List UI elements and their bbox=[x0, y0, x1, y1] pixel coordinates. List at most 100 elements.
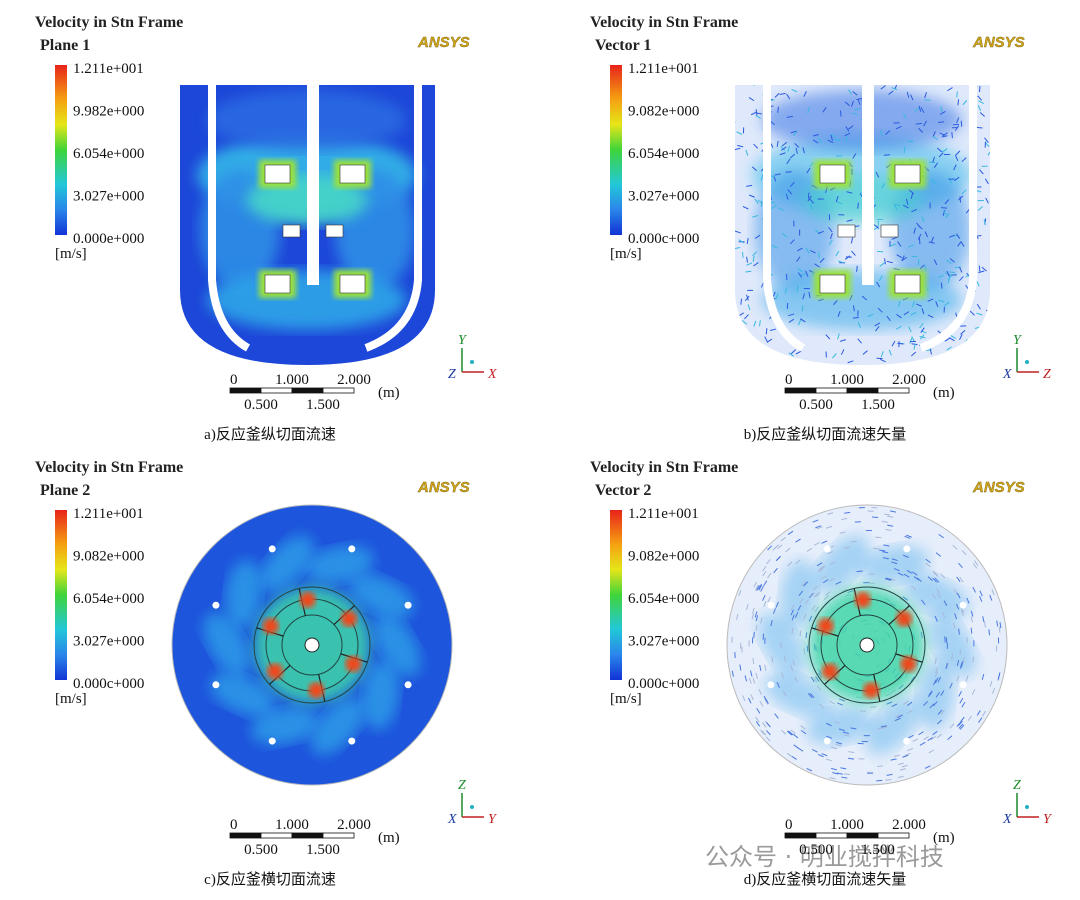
vector-arrow bbox=[764, 336, 768, 343]
vector-arrow bbox=[956, 660, 960, 667]
vector-arrow bbox=[775, 293, 779, 300]
triad-dot bbox=[470, 805, 474, 809]
vector-arrow bbox=[896, 254, 903, 259]
contour-plot bbox=[726, 504, 1008, 786]
baffle-hole bbox=[903, 545, 911, 553]
vector-arrow bbox=[852, 316, 859, 319]
vector-arrow bbox=[812, 139, 819, 144]
impeller-blade bbox=[282, 224, 301, 238]
vector-arrow bbox=[752, 255, 755, 262]
vector-arrow bbox=[748, 697, 752, 704]
flow-region bbox=[304, 545, 374, 584]
panel-title: Velocity in Stn Frame bbox=[35, 459, 183, 476]
vector-arrow bbox=[738, 239, 745, 244]
vector-arrow bbox=[870, 706, 877, 708]
colorbar-label: 9.082e+000 bbox=[628, 549, 699, 565]
vector-arrow bbox=[740, 298, 743, 305]
vector-arrow bbox=[903, 113, 907, 120]
vector-arrow bbox=[739, 664, 742, 671]
vector-arrow bbox=[959, 662, 963, 669]
vector-arrow bbox=[751, 166, 758, 172]
vector-arrow bbox=[755, 721, 761, 727]
scale-segment bbox=[784, 832, 817, 839]
vector-arrow bbox=[902, 754, 909, 758]
vector-arrow bbox=[738, 590, 742, 597]
vector-arrow bbox=[944, 199, 950, 205]
vector-arrow bbox=[942, 611, 946, 618]
vector-arrow bbox=[877, 727, 884, 730]
vector-arrow bbox=[844, 132, 851, 137]
vector-arrow bbox=[735, 342, 736, 349]
vector-arrow bbox=[784, 656, 787, 663]
vector-arrow bbox=[744, 675, 748, 682]
vector-arrow bbox=[753, 320, 757, 327]
vector-arrow bbox=[969, 310, 975, 316]
vector-arrow bbox=[790, 609, 794, 616]
flow-region bbox=[814, 535, 869, 593]
vector-arrow bbox=[976, 710, 981, 716]
vector-arrow bbox=[901, 764, 908, 768]
vector-arrow bbox=[766, 559, 771, 565]
vector-arrow bbox=[918, 105, 922, 112]
vector-arrow bbox=[891, 558, 898, 562]
vector-arrow bbox=[750, 111, 757, 116]
vector-arrow bbox=[940, 357, 945, 364]
vector-arrow bbox=[791, 627, 794, 634]
vector-arrow bbox=[902, 297, 909, 301]
vector-arrow bbox=[817, 137, 823, 144]
vector-arrow bbox=[907, 734, 914, 739]
vector-arrow bbox=[903, 700, 909, 705]
vector-arrow bbox=[791, 755, 797, 760]
vector-arrow bbox=[954, 613, 958, 620]
vector-arrow bbox=[787, 530, 794, 535]
vector-arrow bbox=[981, 710, 986, 717]
vector-arrow bbox=[977, 105, 982, 111]
vector-arrow bbox=[843, 546, 850, 549]
vector-arrow bbox=[936, 588, 941, 594]
vector-arrow bbox=[933, 571, 939, 577]
vector-arrow bbox=[929, 703, 935, 709]
vector-arrow bbox=[962, 656, 965, 663]
vector-arrow bbox=[949, 337, 955, 342]
vector-arrow bbox=[837, 310, 841, 317]
vector-arrow bbox=[981, 673, 985, 681]
vector-arrow bbox=[829, 233, 833, 240]
vector-arrow bbox=[983, 621, 986, 628]
impeller-blade bbox=[339, 274, 366, 294]
scale-unit: (m) bbox=[378, 385, 400, 401]
vector-arrow bbox=[897, 714, 904, 719]
vector-arrow bbox=[984, 178, 989, 185]
vector-arrow bbox=[771, 204, 777, 209]
vector-arrow bbox=[779, 92, 786, 95]
vector-arrow bbox=[744, 295, 750, 302]
scale-segment bbox=[260, 387, 293, 394]
vector-arrow bbox=[827, 512, 834, 515]
baffle bbox=[919, 85, 977, 352]
vector-arrow bbox=[788, 352, 795, 357]
vector-arrow bbox=[879, 549, 886, 552]
vector-arrow bbox=[977, 206, 983, 211]
vector-arrow bbox=[806, 767, 813, 772]
vector-arrow bbox=[996, 620, 999, 627]
vector-arrow bbox=[886, 773, 893, 776]
vector-arrow bbox=[762, 570, 767, 577]
vector-arrow bbox=[936, 733, 942, 739]
vector-arrow bbox=[838, 728, 845, 732]
vector-arrow bbox=[944, 301, 950, 307]
vector-arrow bbox=[746, 256, 749, 263]
vector-arrow bbox=[807, 107, 810, 114]
impeller-blade bbox=[339, 164, 366, 184]
vector-arrow bbox=[856, 570, 863, 573]
vector-arrow bbox=[852, 91, 858, 96]
disk-outline bbox=[726, 504, 1008, 786]
colorbar-label: 0.000c+000 bbox=[628, 231, 699, 247]
vector-arrow bbox=[790, 665, 794, 672]
vector-arrow bbox=[796, 256, 801, 262]
flow-region bbox=[210, 672, 276, 717]
vector-arrow bbox=[821, 753, 828, 757]
vector-arrow bbox=[762, 722, 767, 728]
vector-arrow bbox=[956, 576, 961, 583]
vector-arrow bbox=[817, 568, 824, 573]
vector-arrow bbox=[956, 721, 962, 727]
ansys-logo: ANSYS bbox=[972, 479, 1025, 496]
